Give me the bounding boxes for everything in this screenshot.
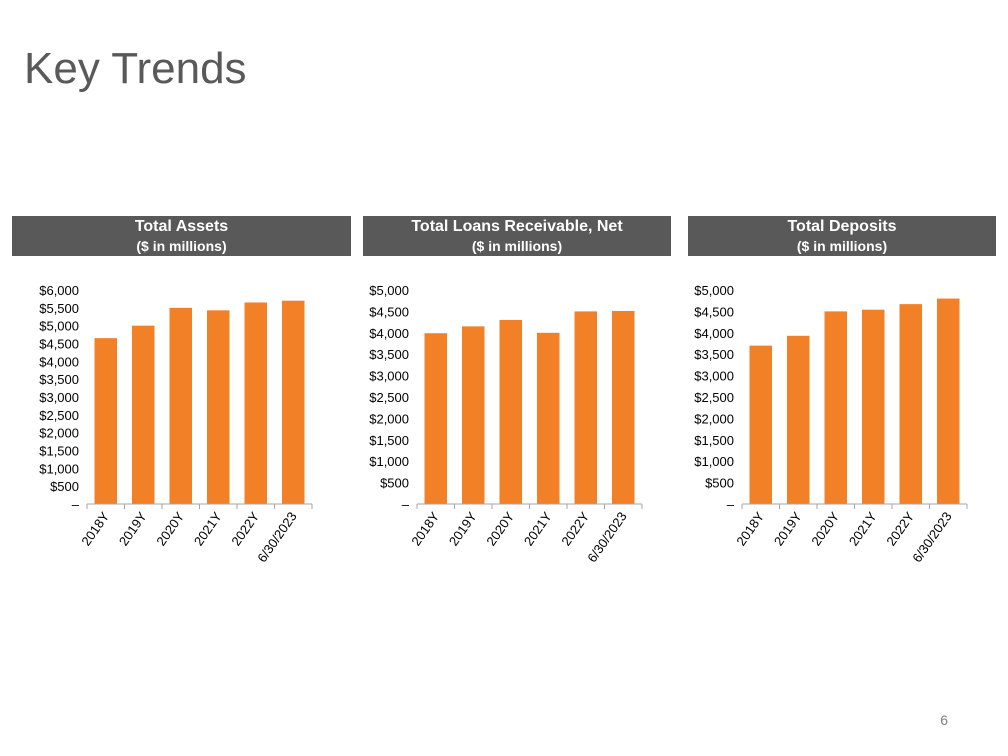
y-tick-label: $1,000	[369, 454, 409, 469]
x-tick-label: 2021Y	[191, 509, 225, 549]
y-tick-label: $4,000	[694, 326, 734, 341]
y-tick-label: $1,000	[39, 461, 79, 476]
y-tick-label: $6,000	[39, 283, 79, 298]
total-loans-title: Total Loans Receivable, Net	[411, 218, 623, 235]
y-tick-label: –	[402, 497, 410, 512]
y-tick-label: $4,000	[39, 354, 79, 369]
y-tick-label: $5,000	[369, 283, 409, 298]
y-tick-label: $3,000	[369, 369, 409, 384]
total-assets-subtitle: ($ in millions)	[136, 238, 227, 254]
bar-6-30-2023	[282, 300, 305, 504]
bar-2018y	[749, 345, 772, 504]
total-deposits-subtitle: ($ in millions)	[796, 238, 888, 254]
total-assets-header: Total Assets ($ in millions)	[12, 216, 351, 256]
bar-2021y	[537, 332, 560, 504]
y-tick-label: $500	[50, 479, 79, 494]
total-deposits-title: Total Deposits	[787, 218, 897, 235]
page-title: Key Trends	[24, 44, 247, 93]
bar-2018y	[94, 338, 117, 504]
bar-2018y	[424, 333, 447, 504]
y-tick-label: $4,500	[39, 337, 79, 352]
bar-2022y	[244, 302, 267, 504]
y-tick-label: $5,000	[39, 319, 79, 334]
y-tick-label: $5,000	[694, 283, 734, 298]
bar-2019y	[132, 325, 155, 504]
x-tick-label: 2018Y	[78, 509, 112, 549]
bar-2020y	[824, 311, 847, 504]
y-tick-label: –	[72, 497, 80, 512]
bar-2020y	[169, 307, 192, 504]
bar-2021y	[207, 310, 230, 504]
x-tick-label: 2019Y	[116, 509, 150, 549]
total-loans-subtitle: ($ in millions)	[471, 238, 563, 254]
bar-2022y	[574, 311, 597, 504]
y-tick-label: $500	[380, 476, 409, 491]
bar-2019y	[462, 326, 485, 504]
y-tick-label: $4,500	[369, 304, 409, 319]
x-tick-label: 2019Y	[771, 509, 805, 549]
x-tick-label: 2021Y	[846, 509, 880, 549]
total-assets-title: Total Assets	[134, 218, 229, 235]
bar-2021y	[862, 309, 885, 504]
y-tick-label: $3,000	[694, 369, 734, 384]
y-tick-label: $2,500	[694, 390, 734, 405]
y-tick-label: $1,500	[39, 444, 79, 459]
y-tick-label: $4,500	[694, 304, 734, 319]
y-tick-label: $3,500	[694, 347, 734, 362]
x-tick-label: 2019Y	[446, 509, 480, 549]
y-tick-label: $2,000	[39, 426, 79, 441]
y-tick-label: $1,000	[694, 454, 734, 469]
bar-6-30-2023	[612, 310, 635, 504]
y-tick-label: –	[727, 497, 735, 512]
bar-2019y	[787, 335, 810, 504]
total-assets-chart: – $500 $1,000 $1,500 $2,000 $2,500 $3,000 $3,50…	[39, 283, 313, 565]
page-number: 6	[940, 712, 948, 728]
y-tick-label: $3,000	[39, 390, 79, 405]
y-tick-label: $4,000	[369, 326, 409, 341]
x-tick-label: 2022Y	[883, 509, 917, 549]
y-tick-label: $500	[705, 476, 734, 491]
bar-2022y	[899, 304, 922, 504]
bar-6-30-2023	[937, 298, 960, 504]
total-deposits-header: Total Deposits ($ in millions)	[688, 216, 996, 256]
x-tick-label: 2021Y	[521, 509, 555, 549]
total-loans-chart: – $500 $1,000 $1,500 $2,000 $2,500 $3,000 $3,50…	[369, 283, 643, 565]
y-tick-label: $3,500	[369, 347, 409, 362]
y-tick-label: $3,500	[39, 372, 79, 387]
x-tick-label: 2022Y	[558, 509, 592, 549]
y-tick-label: $5,500	[39, 301, 79, 316]
bar-2020y	[499, 319, 522, 504]
x-tick-label: 2018Y	[733, 509, 767, 549]
y-tick-label: $2,500	[369, 390, 409, 405]
x-tick-label: 2022Y	[228, 509, 262, 549]
x-tick-label: 2020Y	[808, 509, 842, 549]
y-tick-label: $1,500	[694, 433, 734, 448]
x-tick-label: 2020Y	[153, 509, 187, 549]
y-tick-label: $2,000	[694, 411, 734, 426]
y-tick-label: $2,000	[369, 411, 409, 426]
total-loans-header: Total Loans Receivable, Net ($ in millio…	[363, 216, 671, 256]
x-tick-label: 2018Y	[408, 509, 442, 549]
y-tick-label: $2,500	[39, 408, 79, 423]
x-tick-label: 2020Y	[483, 509, 517, 549]
total-deposits-chart: – $500 $1,000 $1,500 $2,000 $2,500 $3,000 $3,50…	[694, 283, 968, 565]
y-tick-label: $1,500	[369, 433, 409, 448]
